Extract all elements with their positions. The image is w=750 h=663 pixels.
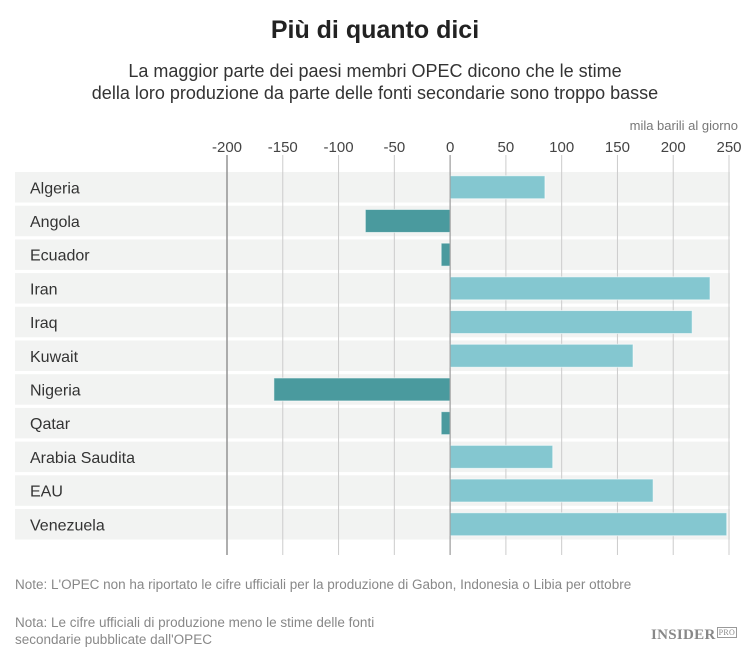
tick-label: 100: [549, 139, 574, 156]
category-label: Arabia Saudita: [30, 450, 135, 467]
bar-qatar: [440, 411, 451, 436]
bar-iran: [449, 276, 711, 301]
unit-label: mila barili al giorno: [629, 118, 738, 133]
tick-label: -200: [212, 139, 242, 156]
category-label: Nigeria: [30, 382, 81, 399]
row-background: [15, 172, 730, 203]
category-label: Ecuador: [30, 248, 90, 265]
bar-angola: [364, 208, 451, 233]
bar-nigeria: [273, 377, 451, 402]
category-label: Algeria: [30, 180, 80, 197]
tick-label: -100: [324, 139, 354, 156]
chart-subtitle: La maggior parte dei paesi membri OPEC d…: [0, 60, 750, 104]
bar-kuwait: [449, 343, 634, 368]
insider-pro-logo: INSIDER PRO: [651, 627, 738, 644]
category-label: EAU: [30, 484, 63, 501]
bar-iraq: [449, 310, 693, 335]
tick-label: 0: [446, 139, 454, 156]
chart-title: Più di quanto dici: [270, 16, 480, 44]
logo-badge: PRO: [716, 627, 738, 638]
row-background: [15, 239, 730, 270]
bar-venezuela: [449, 512, 728, 537]
category-label: Angola: [30, 214, 80, 231]
category-label: Venezuela: [30, 517, 105, 534]
subtitle-line-2: della loro produzione da parte delle fon…: [91, 83, 659, 103]
category-label: Kuwait: [30, 349, 79, 366]
bar-ecuador: [440, 242, 451, 267]
tick-label: 150: [605, 139, 630, 156]
row-background: [15, 441, 730, 473]
tick-label: 200: [661, 139, 686, 156]
note-method: Nota: Le cifre ufficiali di produzione m…: [15, 615, 375, 647]
bar-arabia-saudita: [449, 444, 554, 469]
logo-text: INSIDER: [651, 627, 716, 643]
bar-eau: [449, 478, 654, 503]
category-label: Iran: [30, 281, 58, 298]
bar-algeria: [449, 175, 546, 200]
tick-label: 50: [498, 139, 515, 156]
category-label: Qatar: [30, 416, 71, 433]
tick-label: -50: [383, 139, 405, 156]
tick-label: -150: [268, 139, 298, 156]
tick-label: 250: [716, 139, 741, 156]
note-missing-data: Note: L'OPEC non ha riportato le cifre u…: [15, 577, 632, 592]
subtitle-line-1: La maggior parte dei paesi membri OPEC d…: [128, 61, 622, 81]
category-label: Iraq: [30, 315, 58, 332]
row-background: [15, 407, 730, 439]
